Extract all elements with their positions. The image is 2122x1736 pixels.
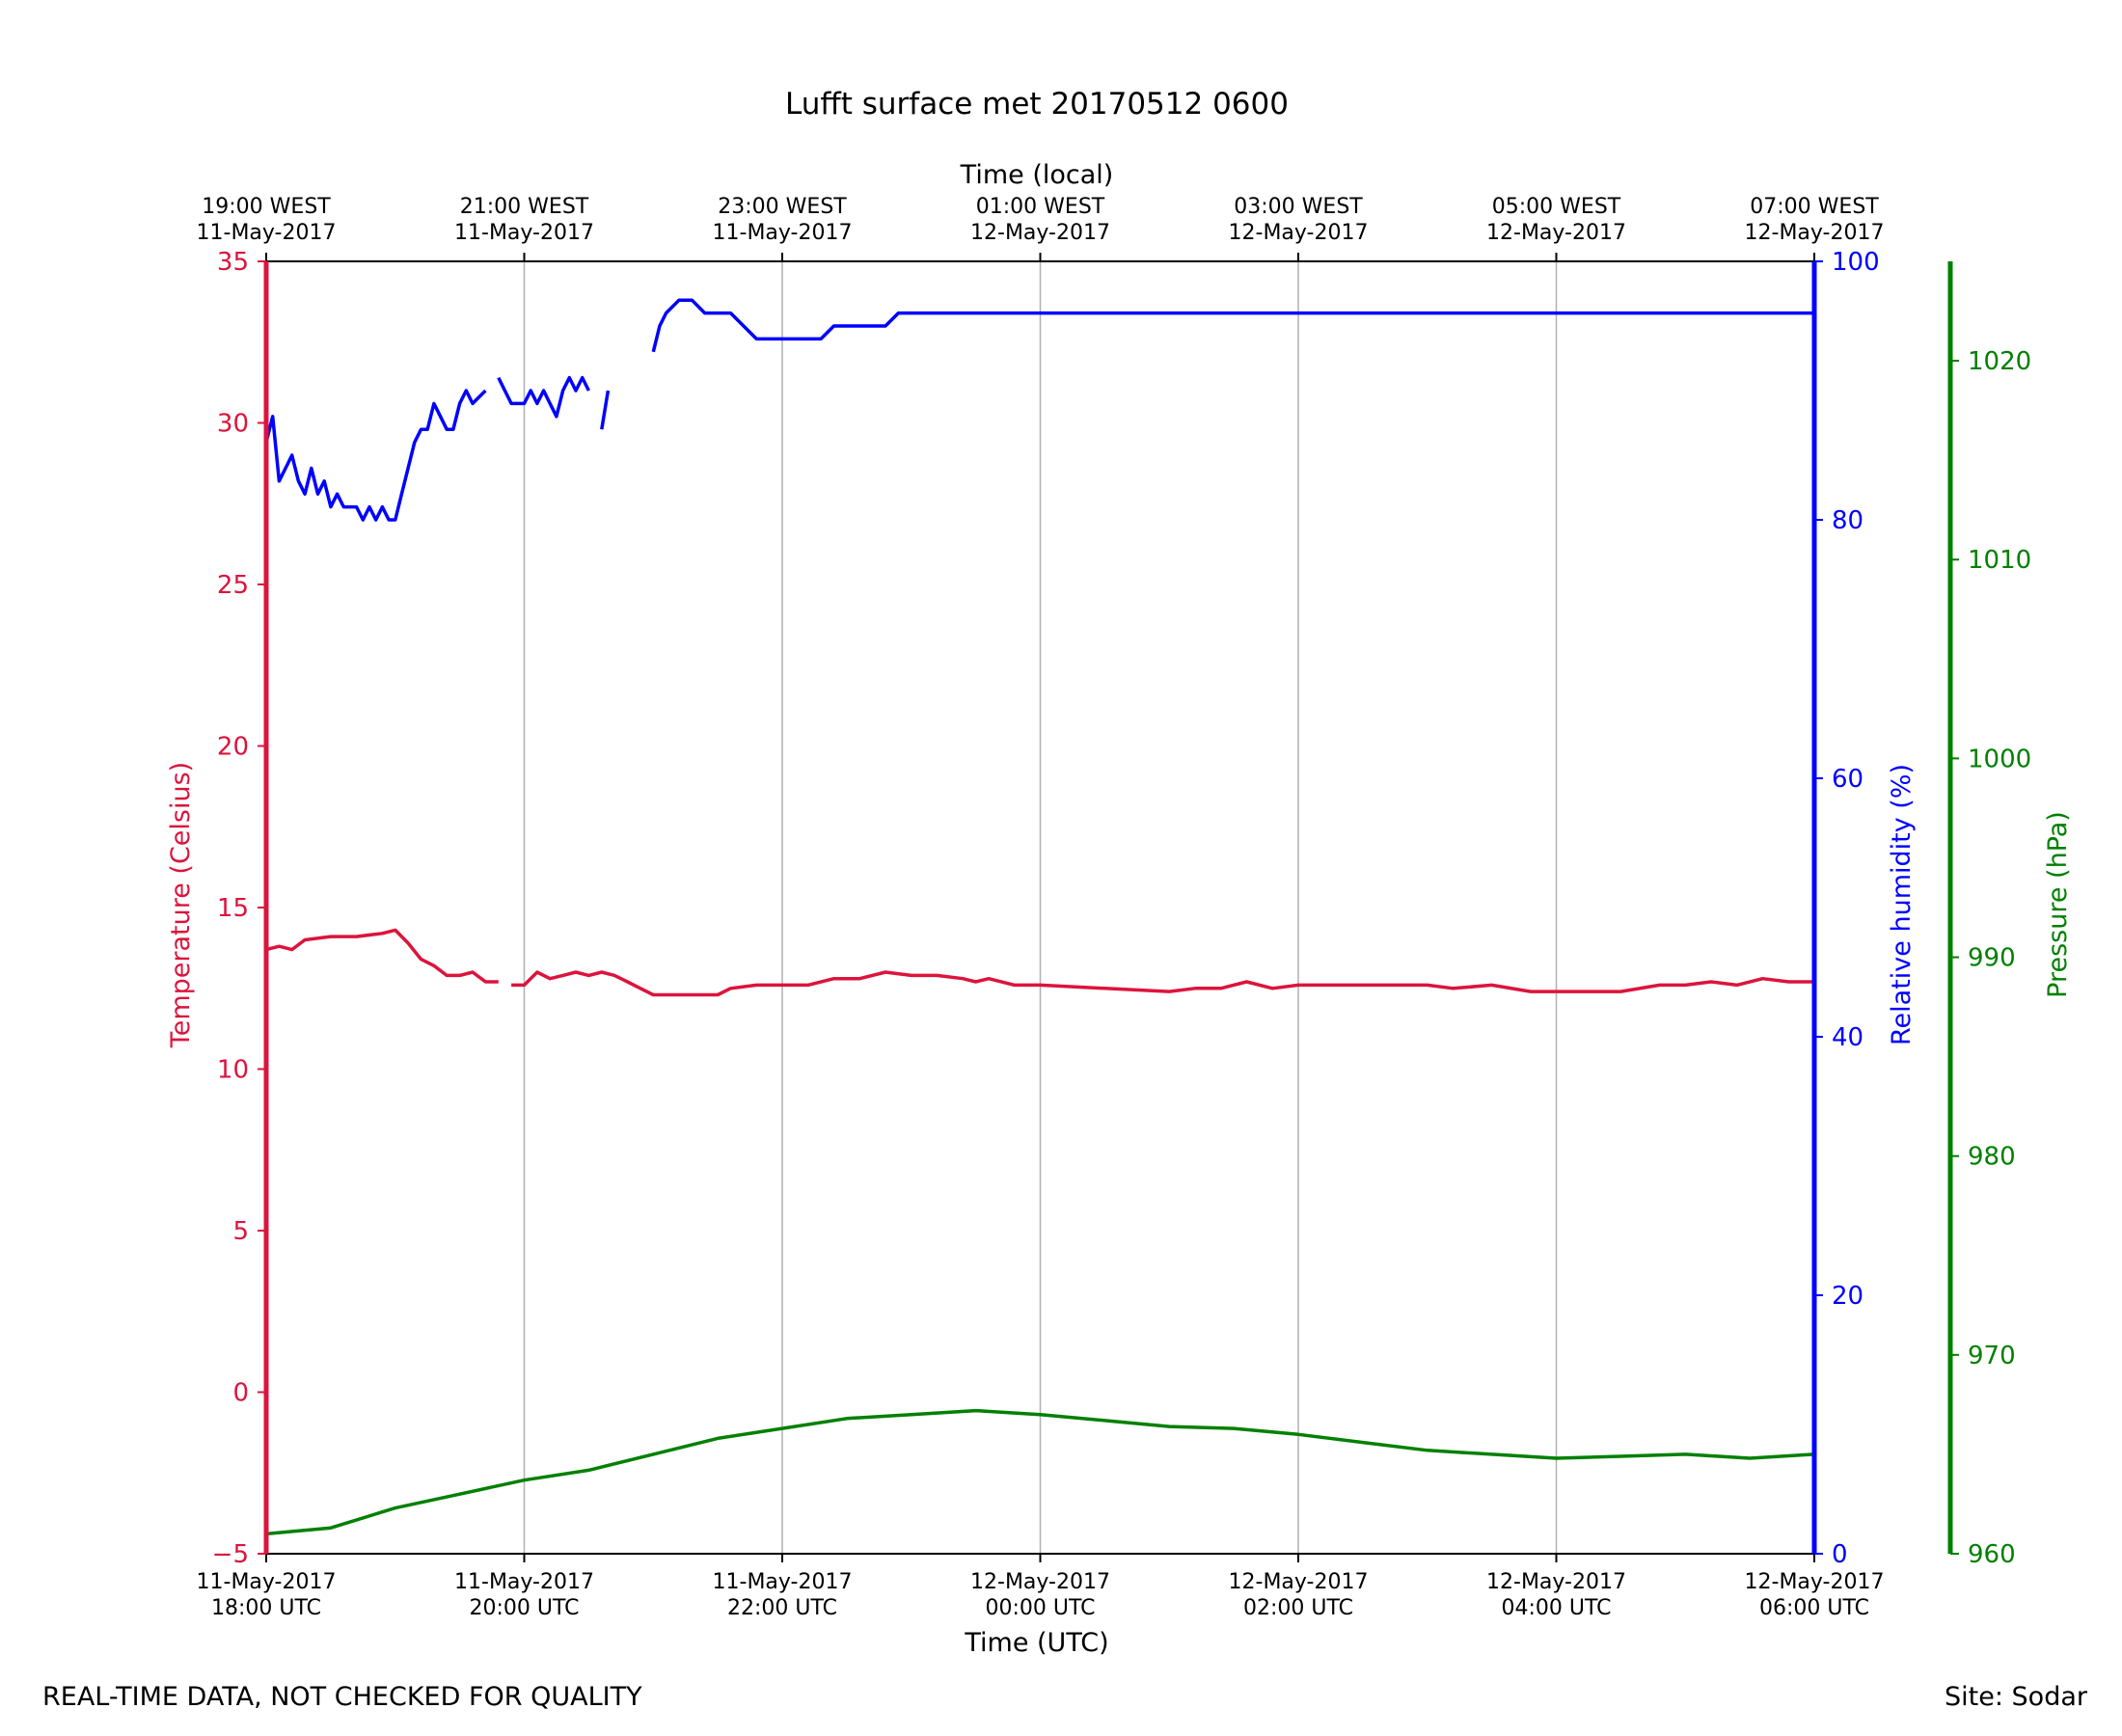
temperature-tick-label: −5 [212, 1540, 249, 1569]
bottom-tick-date: 11-May-2017 [713, 1570, 853, 1594]
humidity-tick-label: 40 [1832, 1023, 1864, 1052]
series-lines [264, 298, 1815, 1536]
top-tick-time: 21:00 WEST [460, 195, 589, 219]
top-axis-label: Time (local) [960, 160, 1114, 190]
grid-lines [523, 261, 1558, 1554]
top-tick-date: 11-May-2017 [713, 221, 853, 245]
humidity-tick-label: 100 [1832, 248, 1880, 277]
top-tick-time: 19:00 WEST [202, 195, 331, 219]
bottom-tick-date: 11-May-2017 [197, 1570, 337, 1594]
quality-disclaimer: REAL-TIME DATA, NOT CHECKED FOR QUALITY [42, 1682, 642, 1712]
pressure-tick-label: 1020 [1968, 347, 2031, 376]
top-tick-time: 07:00 WEST [1750, 195, 1879, 219]
temperature-tick-label: 0 [232, 1379, 249, 1408]
bottom-tick-time: 22:00 UTC [727, 1596, 837, 1620]
bottom-tick-time: 06:00 UTC [1759, 1596, 1869, 1620]
bottom-tick-date: 12-May-2017 [1745, 1570, 1885, 1594]
bottom-axis-label: Time (UTC) [964, 1628, 1108, 1658]
pressure-tick-label: 970 [1968, 1342, 2016, 1370]
bottom-tick-time: 02:00 UTC [1243, 1596, 1353, 1620]
temperature-tick-label: 5 [232, 1217, 249, 1246]
temperature-tick-label: 25 [217, 571, 249, 600]
top-tick-date: 11-May-2017 [197, 221, 337, 245]
humidity-tick-label: 20 [1832, 1282, 1864, 1311]
pressure-tick-label: 1000 [1968, 745, 2031, 773]
top-tick-time: 05:00 WEST [1492, 195, 1621, 219]
top-tick-date: 12-May-2017 [1229, 221, 1369, 245]
top-tick-time: 23:00 WEST [718, 195, 847, 219]
humidity-tick-label: 60 [1832, 765, 1864, 794]
bottom-tick-time: 20:00 UTC [469, 1596, 579, 1620]
temperature-tick-label: 30 [217, 410, 249, 439]
humidity-axis-label: Relative humidity (%) [1887, 764, 1917, 1045]
bottom-tick-date: 11-May-2017 [454, 1570, 594, 1594]
top-tick-date: 12-May-2017 [970, 221, 1110, 245]
top-tick-time: 01:00 WEST [976, 195, 1105, 219]
bottom-tick-time: 04:00 UTC [1501, 1596, 1611, 1620]
pressure-tick-label: 1010 [1968, 546, 2031, 575]
bottom-tick-time: 18:00 UTC [211, 1596, 321, 1620]
top-tick-date: 12-May-2017 [1486, 221, 1626, 245]
bottom-tick-date: 12-May-2017 [1229, 1570, 1369, 1594]
temperature-tick-label: 15 [217, 894, 249, 923]
temperature-axis-label: Temperature (Celsius) [166, 762, 196, 1048]
pressure-tick-label: 990 [1968, 944, 2016, 973]
pressure-line [265, 1408, 1815, 1536]
top-tick-time: 03:00 WEST [1234, 195, 1363, 219]
humidity-tick-label: 0 [1832, 1540, 1848, 1569]
humidity-tick-label: 80 [1832, 506, 1864, 535]
bottom-tick-date: 12-May-2017 [1486, 1570, 1626, 1594]
top-tick-date: 12-May-2017 [1745, 221, 1885, 245]
chart-title: Lufft surface met 20170512 0600 [785, 87, 1289, 122]
humidity-line [264, 298, 1814, 522]
site-label: Site: Sodar [1945, 1682, 2088, 1712]
pressure-axis-label: Pressure (hPa) [2043, 811, 2073, 998]
temperature-tick-label: 10 [217, 1056, 249, 1085]
pressure-tick-label: 960 [1968, 1540, 2016, 1569]
temperature-tick-label: 35 [217, 248, 249, 277]
bottom-tick-date: 12-May-2017 [970, 1570, 1110, 1594]
top-tick-date: 11-May-2017 [454, 221, 594, 245]
pressure-tick-label: 980 [1968, 1143, 2016, 1172]
bottom-tick-time: 00:00 UTC [985, 1596, 1095, 1620]
temperature-tick-label: 20 [217, 733, 249, 762]
temperature-line [265, 928, 1814, 997]
